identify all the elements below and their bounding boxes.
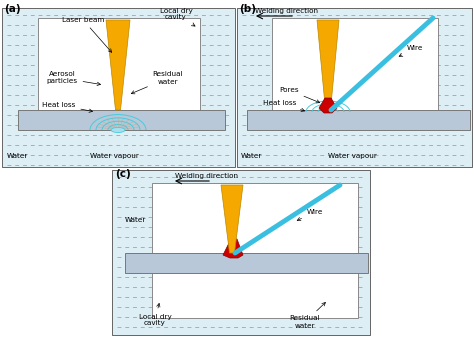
- Text: (a): (a): [4, 4, 21, 14]
- Bar: [237, 8, 472, 167]
- Bar: [125, 253, 368, 273]
- Bar: [152, 268, 358, 318]
- Bar: [18, 110, 225, 130]
- Text: Welding direction: Welding direction: [255, 8, 318, 14]
- Bar: [112, 170, 370, 335]
- Text: Pores: Pores: [279, 87, 319, 103]
- Bar: [38, 18, 200, 117]
- Polygon shape: [223, 239, 243, 258]
- Text: Laser beam: Laser beam: [62, 17, 112, 52]
- Text: Water vapour: Water vapour: [90, 153, 139, 159]
- Text: Water: Water: [241, 153, 263, 159]
- Text: Wire: Wire: [399, 45, 423, 56]
- Bar: [112, 170, 370, 335]
- Bar: [247, 110, 470, 130]
- Text: Water: Water: [125, 217, 146, 223]
- Bar: [272, 18, 438, 117]
- Text: Heat loss: Heat loss: [42, 102, 92, 112]
- Text: Aerosol
particles: Aerosol particles: [46, 71, 100, 86]
- Text: Wire: Wire: [297, 209, 323, 220]
- Text: (b): (b): [239, 4, 256, 14]
- Text: Water vapour: Water vapour: [328, 153, 377, 159]
- Text: Local dry
cavity: Local dry cavity: [160, 7, 195, 26]
- Text: (c): (c): [115, 169, 131, 179]
- Polygon shape: [106, 20, 130, 110]
- Text: Water: Water: [7, 153, 28, 159]
- Polygon shape: [317, 20, 339, 110]
- Text: Residual
water: Residual water: [131, 71, 183, 94]
- Ellipse shape: [111, 127, 125, 132]
- Text: Welding direction: Welding direction: [175, 173, 238, 179]
- Bar: [152, 183, 358, 258]
- Polygon shape: [319, 98, 337, 113]
- Bar: [2, 8, 235, 167]
- Polygon shape: [221, 185, 243, 253]
- Text: Residual
water: Residual water: [290, 303, 326, 329]
- Bar: [237, 8, 472, 167]
- Text: Heat loss: Heat loss: [263, 100, 305, 112]
- Text: Local dry
cavity: Local dry cavity: [138, 303, 172, 327]
- Bar: [2, 8, 235, 167]
